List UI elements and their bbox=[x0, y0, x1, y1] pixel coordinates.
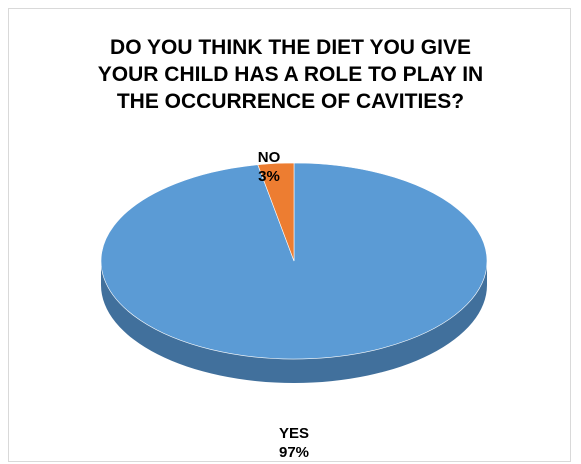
slice-label-yes: YES 97% bbox=[254, 424, 334, 462]
slice-label-yes-value: 97% bbox=[278, 444, 310, 461]
chart-title-line-1: DO YOU THINK THE DIET YOU GIVE bbox=[110, 36, 471, 59]
pie-side-band bbox=[101, 261, 487, 383]
pie-slice-no bbox=[257, 162, 295, 262]
slice-label-no-name: NO bbox=[257, 149, 281, 166]
slice-label-yes-name: YES bbox=[278, 425, 309, 442]
chart-title: DO YOU THINK THE DIET YOU GIVE YOUR CHIL… bbox=[0, 34, 581, 115]
slice-label-no-value: 3% bbox=[258, 168, 280, 185]
chart-title-line-2: YOUR CHILD HAS A ROLE TO PLAY IN bbox=[97, 63, 484, 86]
pie-sides bbox=[101, 261, 487, 383]
pie-tops bbox=[100, 162, 488, 360]
slice-label-no: NO 3% bbox=[229, 148, 309, 186]
chart-title-line-3: THE OCCURRENCE OF CAVITIES? bbox=[116, 90, 465, 113]
